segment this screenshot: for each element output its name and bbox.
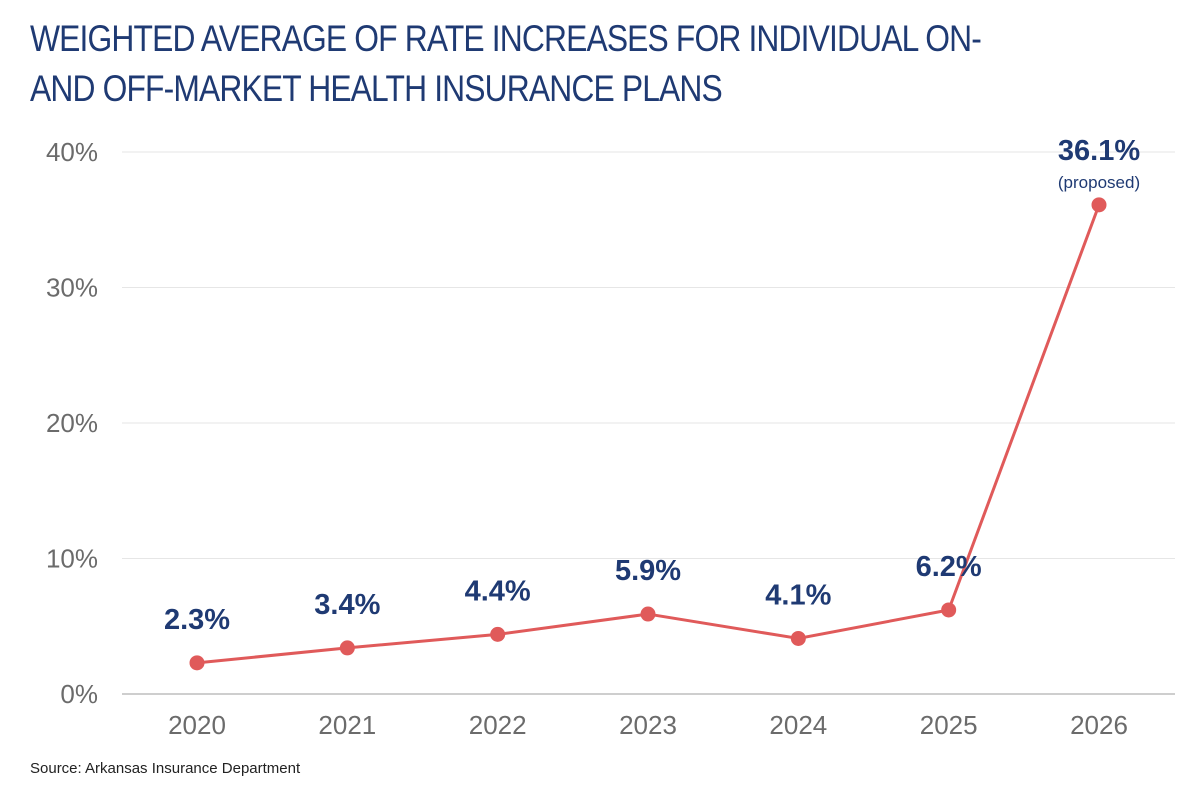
data-label: 6.2%: [916, 551, 982, 583]
x-tick-label: 2026: [1070, 710, 1128, 740]
x-tick-label: 2020: [168, 710, 226, 740]
y-axis-tick-labels: 0% 10% 20% 30% 40%: [46, 137, 98, 709]
data-label: 5.9%: [615, 555, 681, 587]
data-label: 36.1%: [1058, 135, 1140, 167]
data-point: [490, 626, 506, 642]
y-tick-label: 10%: [46, 544, 98, 574]
data-label: 4.1%: [765, 579, 831, 611]
data-points: [189, 197, 1107, 671]
y-tick-label: 40%: [46, 137, 98, 167]
data-point: [339, 640, 355, 656]
data-point: [941, 602, 957, 618]
x-tick-label: 2024: [769, 710, 827, 740]
data-label: 3.4%: [314, 589, 380, 621]
data-point: [1091, 197, 1107, 213]
data-label: 4.4%: [465, 575, 531, 607]
data-labels: 2.3% 3.4% 4.4% 5.9% 4.1% 6.2% 36.1% (proposed): [164, 135, 1140, 636]
y-tick-label: 20%: [46, 408, 98, 438]
source-note: Source: Arkansas Insurance Department: [30, 760, 301, 777]
grid-lines: [122, 151, 1175, 695]
x-axis-tick-labels: 2020 2021 2022 2023 2024 2025 2026: [168, 710, 1128, 740]
y-tick-label: 0%: [60, 679, 98, 709]
data-point: [640, 606, 656, 622]
y-tick-label: 30%: [46, 273, 98, 303]
chart-title: WEIGHTED AVERAGE OF RATE INCREASES FOR I…: [30, 18, 982, 109]
x-tick-label: 2022: [469, 710, 527, 740]
x-tick-label: 2023: [619, 710, 677, 740]
x-tick-label: 2025: [920, 710, 978, 740]
data-point: [790, 630, 806, 646]
data-label-note: (proposed): [1058, 173, 1140, 192]
data-point: [189, 655, 205, 671]
data-label: 2.3%: [164, 604, 230, 636]
x-tick-label: 2021: [318, 710, 376, 740]
